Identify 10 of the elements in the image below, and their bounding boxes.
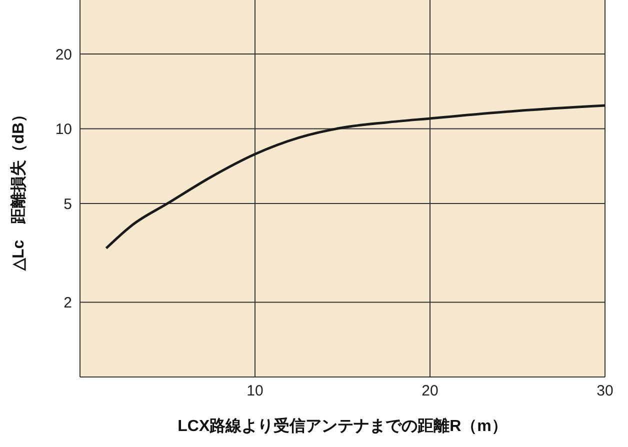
x-tick-label: 30 [596, 382, 614, 400]
y-tick-label: 2 [64, 294, 72, 312]
x-tick-label: 10 [246, 382, 264, 400]
x-tick-label: 20 [422, 382, 438, 400]
x-axis-title: LCX路線より受信アンテナまでの距離R（m） [178, 417, 508, 435]
y-tick-label: 10 [55, 121, 72, 138]
line-series [105, 104, 605, 250]
y-axis-title: △Lc 距離損失（dB） [10, 106, 28, 272]
y-tick-label: 20 [55, 46, 72, 64]
y-tick-label: 5 [64, 196, 72, 213]
